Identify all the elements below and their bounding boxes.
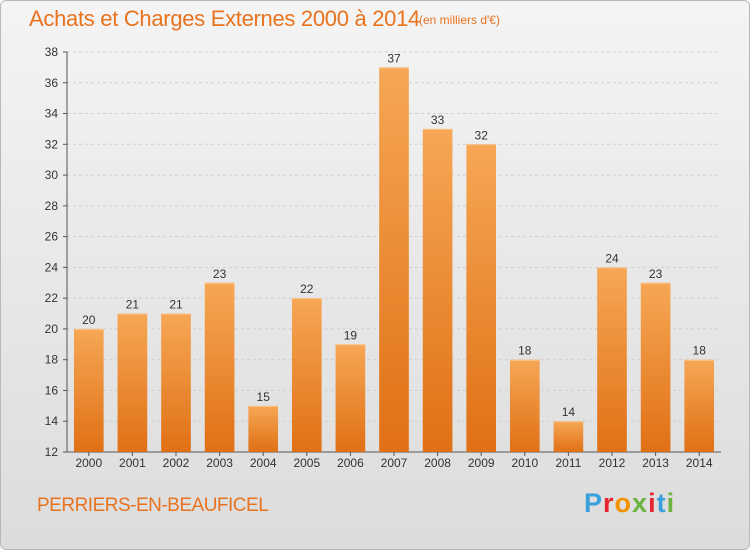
data-label: 18 xyxy=(693,344,707,358)
bar-2001 xyxy=(117,313,148,452)
chart-title: Achats et Charges Externes 2000 à 2014 xyxy=(29,6,420,31)
bar-2003 xyxy=(204,282,235,452)
data-label: 15 xyxy=(257,390,271,404)
x-tick-label: 2014 xyxy=(686,456,713,470)
y-tick-label: 30 xyxy=(45,168,59,182)
bars xyxy=(73,67,715,453)
data-label: 22 xyxy=(300,282,314,296)
x-tick-label: 2012 xyxy=(599,456,626,470)
bar-2008 xyxy=(422,128,453,452)
x-tick-label: 2007 xyxy=(381,456,408,470)
data-label: 33 xyxy=(431,113,445,127)
bar-2002 xyxy=(161,313,191,452)
bar-2009 xyxy=(466,144,497,453)
logo-letter: t xyxy=(656,488,667,518)
x-tick-label: 2003 xyxy=(206,456,233,470)
logo-letter: r xyxy=(603,488,615,518)
data-label: 23 xyxy=(213,267,227,281)
y-tick-label: 36 xyxy=(45,76,59,90)
bar-2006 xyxy=(335,344,366,452)
y-tick-label: 20 xyxy=(45,322,59,336)
y-tick-label: 16 xyxy=(45,383,59,397)
y-tick-label: 18 xyxy=(45,353,59,367)
logo-letter: i xyxy=(648,488,657,518)
x-tick-label: 2001 xyxy=(119,456,146,470)
data-label: 19 xyxy=(344,328,358,342)
bar-2011 xyxy=(553,421,584,452)
y-tick-labels: 12 14 16 18 20 22 24 26 28 30 32 34 36 38 xyxy=(45,45,59,459)
x-tick-label: 2009 xyxy=(468,456,495,470)
y-tick-label: 34 xyxy=(45,107,59,121)
bar-2000 xyxy=(73,328,104,452)
y-tick-label: 28 xyxy=(45,199,59,213)
data-label: 37 xyxy=(387,51,401,65)
x-tick-label: 2000 xyxy=(75,456,102,470)
bar-2005 xyxy=(291,298,322,452)
bar-2012 xyxy=(597,267,627,452)
y-tick-label: 32 xyxy=(45,137,59,151)
bar-2014 xyxy=(684,359,715,452)
logo-letter: P xyxy=(584,488,604,518)
x-tick-label: 2005 xyxy=(293,456,320,470)
logo-letter: x xyxy=(632,488,649,518)
y-tick-label: 24 xyxy=(45,260,59,274)
data-label: 23 xyxy=(649,267,663,281)
bar-2010 xyxy=(509,359,540,452)
data-label: 14 xyxy=(562,405,576,419)
bar-2013 xyxy=(640,282,671,452)
data-label: 32 xyxy=(475,128,489,142)
x-tick-label: 2010 xyxy=(511,456,538,470)
data-label: 21 xyxy=(126,298,140,312)
x-tick-label: 2013 xyxy=(642,456,669,470)
y-tick-label: 12 xyxy=(45,445,59,459)
logo-letter: i xyxy=(666,488,676,518)
logo-letter: o xyxy=(614,488,633,518)
x-tick-label: 2011 xyxy=(555,456,581,470)
bar-2004 xyxy=(248,405,279,452)
data-label: 18 xyxy=(518,344,532,358)
proxiti-logo: Proxiti xyxy=(584,488,675,519)
x-tick-labels: 2000 2001 2002 2003 2004 2005 2006 2007 2008 2009… xyxy=(75,452,713,470)
data-labels: 20 21 21 23 15 22 19 37 33 32 18 14 24 23 18 xyxy=(82,51,706,419)
x-tick-label: 2002 xyxy=(163,456,190,470)
bar-2007 xyxy=(379,67,409,452)
data-label: 24 xyxy=(605,251,619,265)
x-tick-label: 2004 xyxy=(250,456,277,470)
place-name: PERRIERS-EN-BEAUFICEL xyxy=(37,495,269,516)
y-tick-label: 38 xyxy=(45,45,59,59)
y-tick-label: 26 xyxy=(45,230,59,244)
x-tick-label: 2006 xyxy=(337,456,364,470)
y-tick-label: 14 xyxy=(45,414,59,428)
chart-subtitle: (en milliers d'€) xyxy=(419,13,500,27)
y-tick-label: 22 xyxy=(45,291,59,305)
data-label: 21 xyxy=(169,298,183,312)
data-label: 20 xyxy=(82,313,96,327)
x-tick-label: 2008 xyxy=(424,456,451,470)
